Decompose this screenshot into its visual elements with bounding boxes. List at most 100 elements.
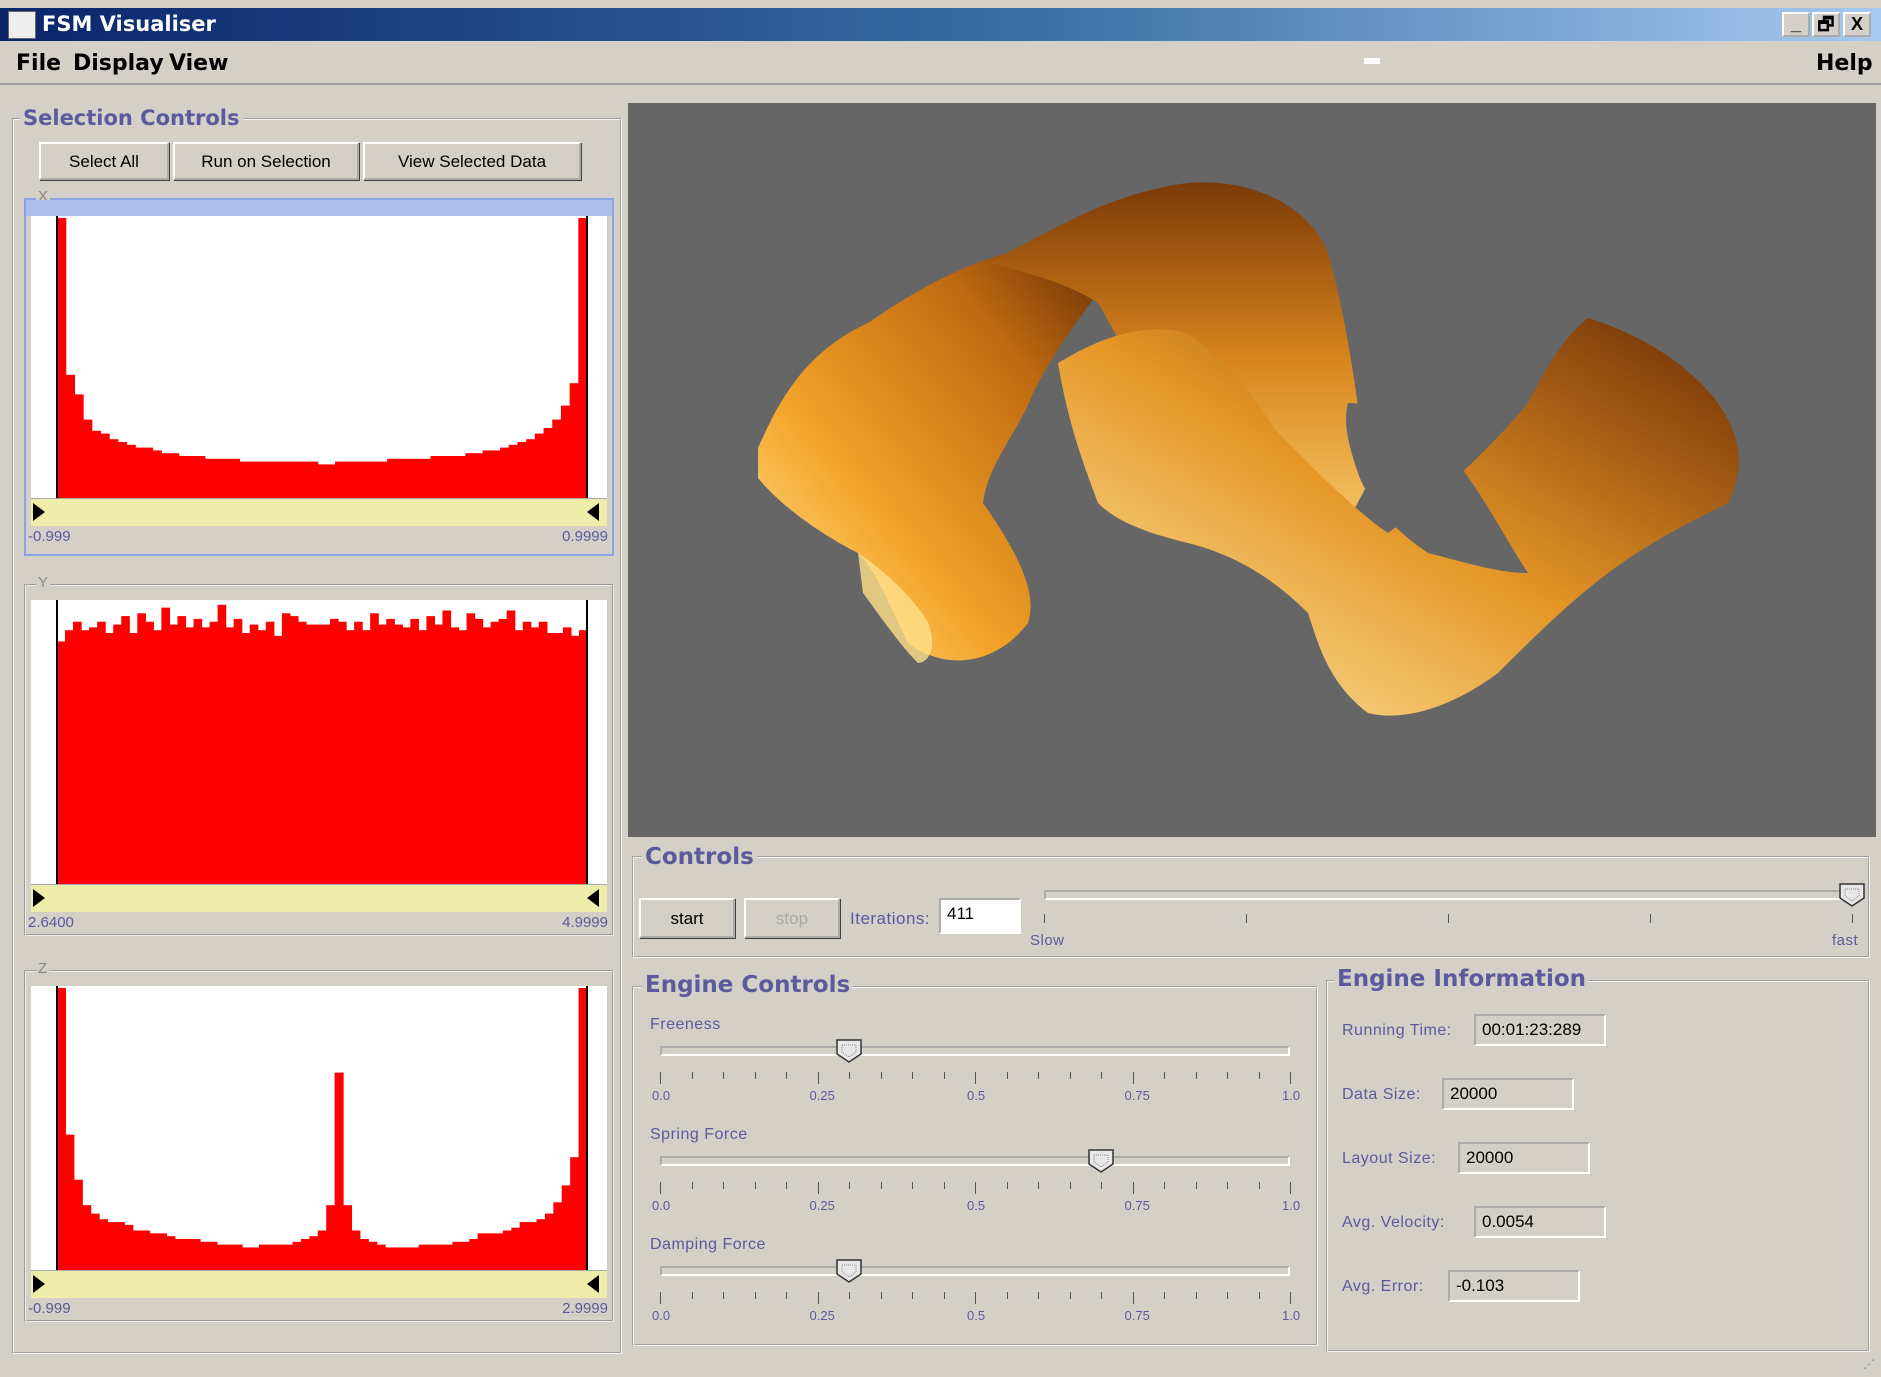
engine-slider-track[interactable]	[660, 1156, 1290, 1166]
histogram-bar	[554, 633, 564, 884]
engine-slider-tick-label: 0.75	[1124, 1198, 1150, 1213]
engine-slider-tick-label: 0.25	[809, 1198, 835, 1213]
avg-error-field: -0.103	[1448, 1270, 1580, 1302]
histogram-bar	[530, 627, 540, 884]
histogram-bar	[526, 439, 536, 498]
engine-slider-tick	[975, 1072, 976, 1084]
engine-slider-tick	[1227, 1292, 1228, 1299]
engine-slider-thumb[interactable]	[835, 1258, 863, 1284]
histogram-bar	[121, 616, 130, 884]
histogram-x-panel[interactable]: X -0.999 0.9999	[24, 188, 614, 556]
minimize-button[interactable]: _	[1782, 12, 1810, 37]
histogram-bar	[91, 430, 102, 498]
histogram-bar	[418, 630, 427, 884]
histogram-bar	[124, 1224, 134, 1270]
histogram-bar	[430, 456, 440, 498]
iterations-field[interactable]: 411	[939, 898, 1021, 934]
histogram-bar	[378, 461, 388, 498]
histogram-bar	[443, 1244, 453, 1270]
histogram-x-plot[interactable]	[31, 216, 607, 498]
histogram-bar	[216, 1244, 226, 1270]
histogram-bar	[233, 618, 243, 884]
menu-help[interactable]: Help	[1816, 51, 1873, 76]
select-all-button[interactable]: Select All	[39, 142, 169, 180]
close-button[interactable]: X	[1843, 12, 1871, 37]
histogram-bar	[543, 428, 553, 498]
avg-error-label: Avg. Error:	[1342, 1278, 1424, 1295]
engine-slider-tick	[1164, 1182, 1165, 1189]
engine-slider-tick	[660, 1072, 661, 1084]
avg-velocity-field: 0.0054	[1474, 1206, 1606, 1238]
histogram-bar	[562, 627, 572, 884]
start-button[interactable]: start	[639, 898, 735, 938]
resize-grip-icon[interactable]: ⋰	[1863, 1357, 1875, 1371]
range-max-handle-icon[interactable]	[587, 503, 599, 521]
engine-slider-thumb[interactable]	[1087, 1148, 1115, 1174]
histogram-z-range-slider[interactable]	[31, 1270, 607, 1298]
engine-slider-track[interactable]	[660, 1046, 1290, 1056]
speed-slider-thumb[interactable]	[1838, 882, 1866, 908]
histogram-bar	[570, 635, 580, 884]
engine-slider-tick	[754, 1182, 756, 1189]
engine-slider-tick	[943, 1292, 945, 1299]
histogram-bar	[250, 1247, 260, 1270]
engine-slider-tick	[1006, 1072, 1008, 1079]
histogram-bar	[113, 624, 122, 884]
histogram-bar	[166, 1236, 176, 1270]
histogram-bar	[544, 1213, 554, 1270]
stop-button[interactable]: stop	[744, 898, 840, 938]
histogram-bar	[435, 1244, 445, 1270]
histogram-bar	[273, 635, 283, 884]
range-max-handle-icon[interactable]	[587, 889, 599, 907]
histogram-bar	[185, 627, 195, 884]
range-max-handle-icon[interactable]	[587, 1275, 599, 1293]
visualisation-viewport[interactable]	[628, 103, 1876, 837]
engine-slider-tick	[849, 1182, 850, 1189]
menu-view[interactable]: View	[169, 51, 229, 76]
run-on-selection-button[interactable]: Run on Selection	[173, 142, 359, 180]
histogram-bar	[267, 1244, 277, 1270]
app-icon	[8, 11, 36, 39]
histogram-x-range-slider[interactable]	[31, 498, 607, 526]
range-min-handle-icon[interactable]	[33, 503, 45, 521]
running-time-label: Running Time:	[1342, 1022, 1452, 1039]
histogram-bar	[308, 461, 319, 498]
speed-slider-track[interactable]	[1044, 890, 1852, 900]
histogram-bar	[514, 630, 524, 884]
histogram-bar	[282, 461, 293, 498]
histogram-bar	[517, 442, 527, 498]
histogram-bar	[338, 621, 347, 884]
engine-slider-tick	[660, 1292, 661, 1304]
engine-slider-thumb[interactable]	[835, 1038, 863, 1064]
histogram-bar	[105, 633, 114, 884]
histogram-bar	[169, 624, 179, 884]
menu-display[interactable]: Display	[73, 51, 164, 76]
histogram-y-panel[interactable]: Y 2.6400 4.9999	[24, 574, 614, 936]
engine-slider-track[interactable]	[660, 1266, 1290, 1276]
histogram-y-plot[interactable]	[31, 600, 607, 884]
engine-slider-tick	[1290, 1182, 1291, 1194]
restore-button[interactable]: 🗗	[1812, 12, 1840, 37]
engine-slider-tick	[1258, 1072, 1260, 1079]
engine-slider-tick	[1069, 1072, 1071, 1079]
histogram-bar	[292, 1241, 302, 1270]
histogram-bar	[536, 1219, 546, 1270]
speed-tick	[1044, 914, 1045, 923]
title-bar[interactable]: FSM Visualiser _ 🗗 X	[0, 8, 1881, 41]
engine-slider-tick	[912, 1292, 913, 1299]
view-selected-data-button[interactable]: View Selected Data	[363, 142, 581, 180]
histogram-z-plot[interactable]	[31, 986, 607, 1270]
engine-slider-tick	[1101, 1182, 1102, 1189]
engine-slider-label: Damping Force	[650, 1236, 766, 1253]
histogram-bar	[81, 630, 90, 884]
histogram-z-panel[interactable]: Z -0.999 2.9999	[24, 960, 614, 1322]
histogram-bar	[506, 610, 516, 884]
engine-slider-tick	[1006, 1292, 1008, 1299]
histogram-y-range-slider[interactable]	[31, 884, 607, 912]
menu-file[interactable]: File	[16, 51, 62, 76]
engine-slider-tick-label: 0.25	[809, 1088, 835, 1103]
range-min-handle-icon[interactable]	[33, 889, 45, 907]
range-min-handle-icon[interactable]	[33, 1275, 45, 1293]
engine-slider-tick	[723, 1292, 724, 1299]
histogram-bar	[552, 419, 562, 498]
